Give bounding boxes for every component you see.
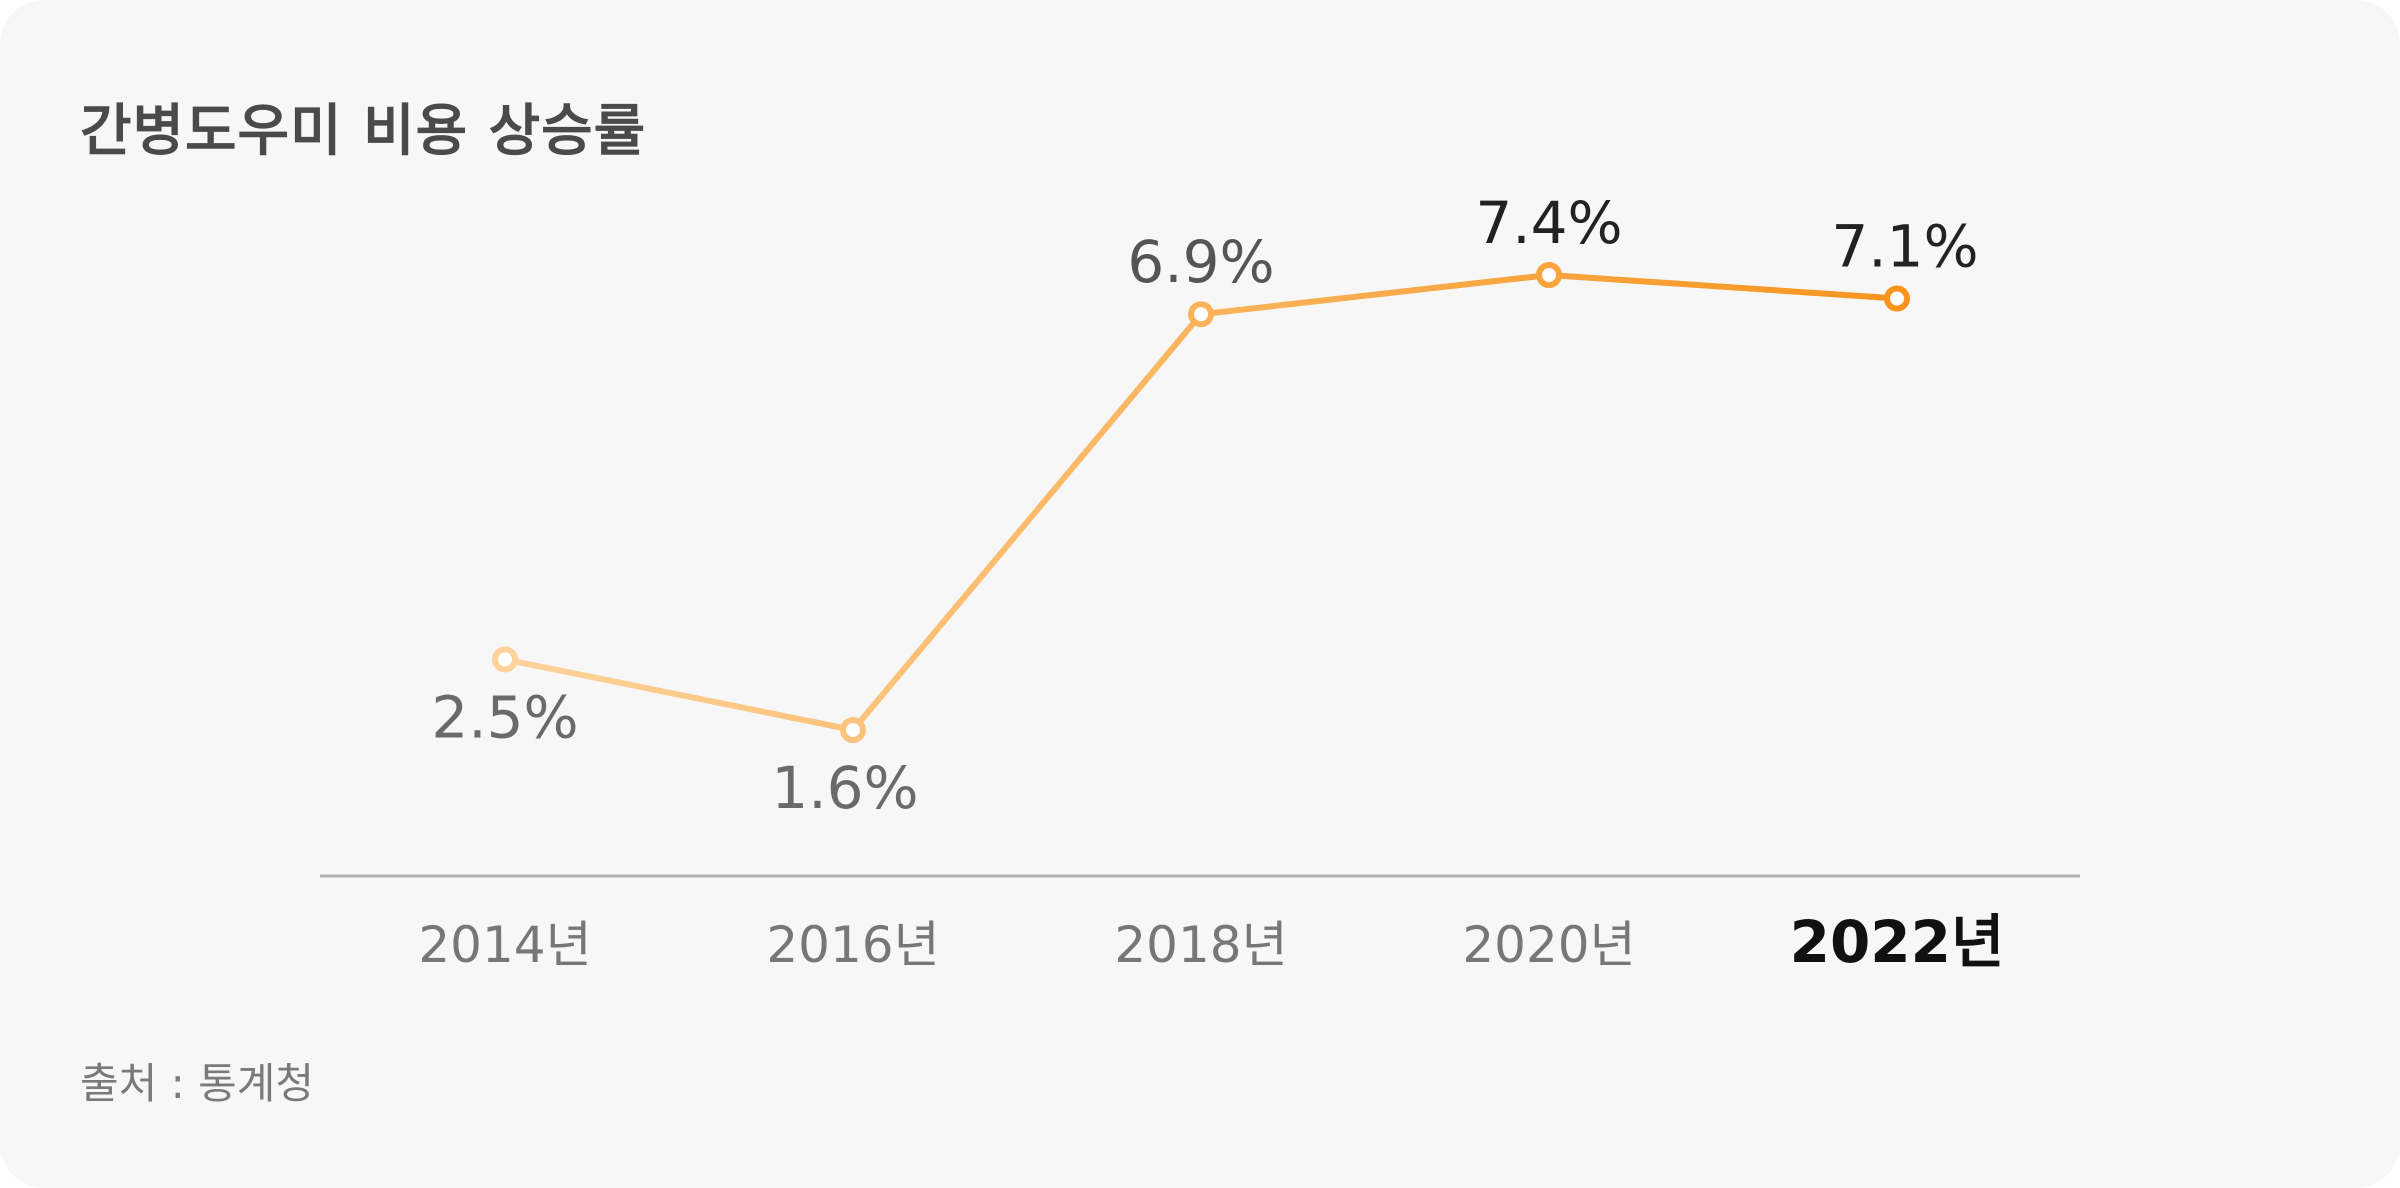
value-label: 6.9% <box>1127 228 1274 296</box>
x-tick-label: 2022년 <box>1790 908 2005 976</box>
data-points <box>492 262 1910 743</box>
line-segment <box>502 656 856 733</box>
line-segment <box>850 311 1204 733</box>
source-note: 출처 : 통계청 <box>80 1059 315 1108</box>
x-tick-labels: 2014년 2016년 2018년 2020년 2022년 <box>418 908 2004 976</box>
data-point <box>1884 285 1910 312</box>
value-label: 7.4% <box>1475 189 1622 257</box>
chart-title: 간병도우미 비용 상승률 <box>80 99 647 164</box>
x-tick-label: 2018년 <box>1114 916 1287 974</box>
value-label: 1.6% <box>771 754 918 822</box>
value-label: 7.1% <box>1831 213 1978 281</box>
data-point <box>1536 262 1562 288</box>
x-tick-label: 2014년 <box>418 916 591 974</box>
x-tick-label: 2020년 <box>1462 916 1635 974</box>
data-point <box>840 717 866 743</box>
x-tick-label: 2016년 <box>766 916 939 974</box>
data-point <box>492 646 518 673</box>
line-segment <box>1546 272 1900 302</box>
series-line <box>502 272 1900 733</box>
line-segment <box>1198 272 1552 318</box>
value-label: 2.5% <box>431 683 578 751</box>
data-point <box>1188 301 1214 328</box>
value-labels: 2.5% 1.6% 6.9% 7.4% 7.1% <box>431 189 1978 822</box>
